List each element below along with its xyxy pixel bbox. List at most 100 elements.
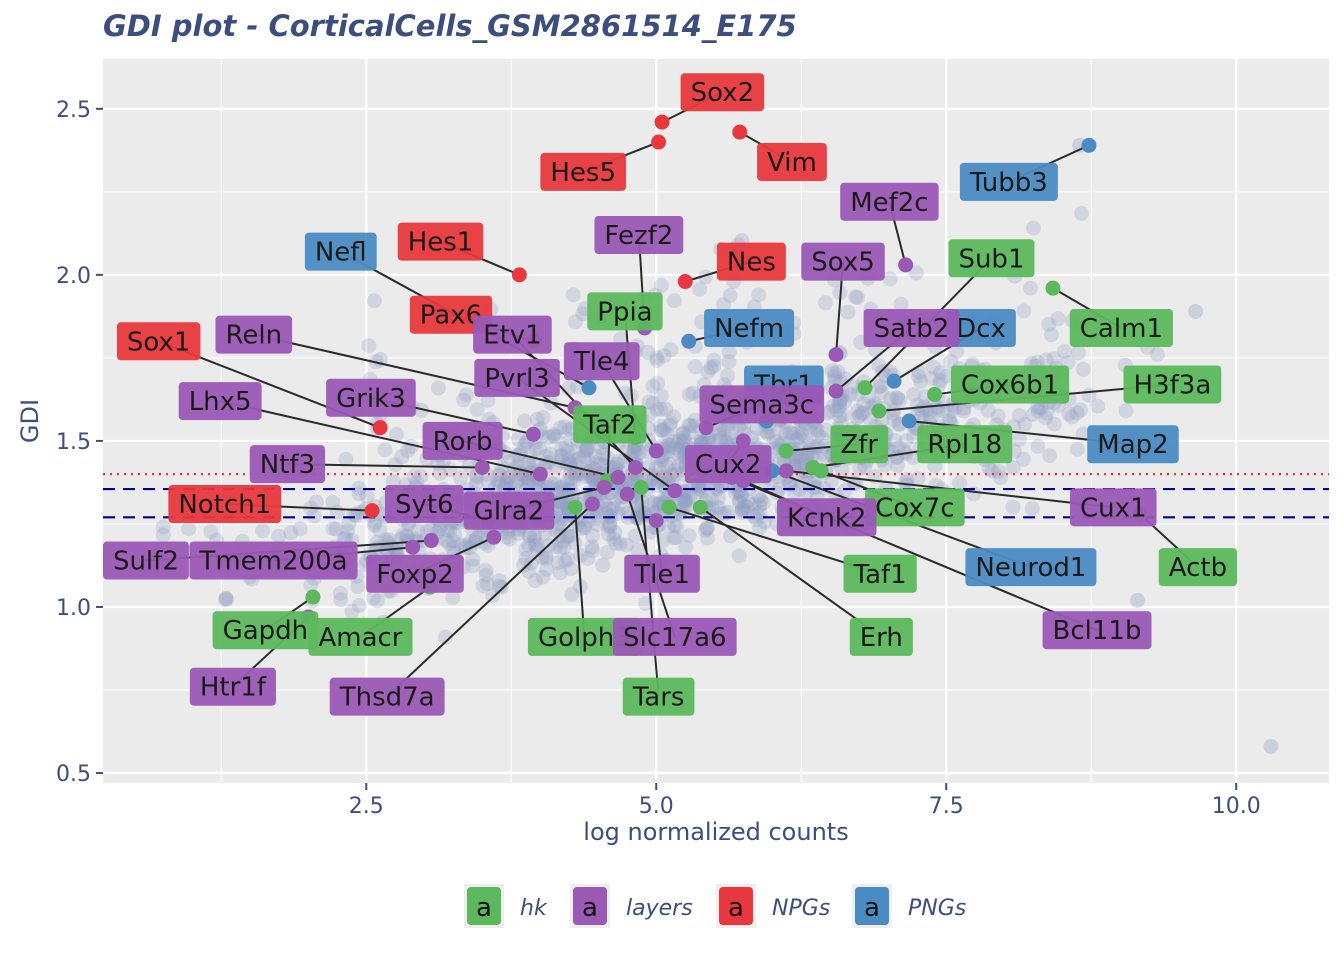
background-point: [646, 495, 662, 511]
background-point: [818, 295, 833, 311]
background-point: [447, 527, 463, 543]
background-point: [388, 427, 404, 442]
gene-point-zfr: [778, 443, 794, 459]
gene-point-tars: [633, 479, 649, 495]
gene-label-text: Ntf3: [260, 450, 315, 480]
gene-label-text: Thsd7a: [339, 683, 435, 713]
legend-label: layers: [626, 896, 693, 921]
gene-label-box: [422, 421, 503, 460]
background-point: [933, 372, 948, 388]
background-point: [506, 479, 522, 495]
gene-label-mef2c: Mef2c: [840, 182, 939, 221]
gene-label-box: [215, 315, 293, 354]
background-point: [704, 492, 720, 507]
background-point: [442, 523, 457, 539]
background-point: [562, 528, 578, 544]
background-point: [465, 551, 481, 567]
gene-label-box: [397, 222, 484, 261]
gene-label-box: [474, 358, 560, 397]
legend-key-glyph: a: [476, 893, 492, 923]
background-point: [990, 408, 1006, 424]
background-point: [585, 528, 601, 544]
background-point: [542, 446, 558, 462]
gene-label-box: [716, 242, 786, 281]
background-point: [766, 433, 782, 449]
background-point: [681, 425, 697, 441]
background-point: [155, 527, 171, 543]
background-point: [700, 431, 716, 447]
connector-thsd7a: [386, 503, 594, 698]
background-point: [538, 551, 554, 567]
background-point: [850, 290, 865, 305]
background-point: [650, 475, 666, 491]
gene-point-ntf3: [474, 459, 490, 475]
background-point: [739, 499, 755, 515]
background-point: [556, 501, 572, 517]
gene-label-erh: Erh: [849, 617, 913, 656]
background-point: [713, 430, 729, 446]
gene-label-ntf3: Ntf3: [249, 445, 326, 484]
gene-label-box: [304, 232, 377, 271]
background-point: [1069, 405, 1085, 421]
legend-key-glyph: a: [728, 893, 744, 923]
background-point: [1118, 403, 1134, 419]
background-point: [679, 497, 695, 513]
gene-label-text: Gapdh: [223, 616, 309, 646]
background-point: [568, 452, 584, 468]
background-point: [887, 433, 903, 448]
background-point: [557, 419, 573, 435]
gene-label-box: [965, 548, 1097, 587]
gene-label-box: [684, 445, 772, 484]
background-point: [485, 588, 501, 604]
background-point: [498, 474, 514, 490]
background-point: [851, 408, 867, 424]
legend-label: PNGs: [908, 896, 966, 921]
background-point: [564, 470, 580, 486]
background-point: [589, 455, 605, 471]
background-point: [956, 401, 972, 417]
background-point: [770, 482, 786, 498]
gene-label-box: [249, 445, 326, 484]
gene-label-text: Rorb: [433, 427, 493, 457]
background-point: [883, 391, 899, 407]
gene-label-text: Kcnk2: [787, 503, 866, 533]
background-point: [351, 505, 367, 521]
background-point: [413, 468, 429, 484]
background-point: [601, 519, 617, 535]
background-point: [889, 450, 905, 465]
background-point: [925, 359, 941, 375]
background-point: [535, 569, 551, 585]
gene-point-gapdh: [305, 589, 321, 605]
background-point: [755, 495, 771, 511]
background-point: [618, 537, 634, 553]
background-point: [593, 440, 609, 456]
background-point: [1033, 400, 1049, 416]
background-point: [1005, 499, 1021, 515]
gene-label-box: [704, 309, 795, 348]
gene-label-text: Dcx: [956, 314, 1006, 344]
background-point: [580, 551, 596, 567]
gene-label-glra2: Glra2: [463, 491, 555, 530]
background-point: [787, 453, 802, 469]
background-point: [546, 426, 562, 442]
background-point: [500, 469, 516, 484]
gene-label-tle4: Tle4: [563, 342, 640, 381]
background-point: [632, 445, 648, 460]
gene-label-box: [587, 292, 663, 331]
background-point: [826, 398, 842, 414]
gene-label-fezf2: Fezf2: [594, 216, 684, 255]
background-point: [856, 396, 871, 412]
background-point: [575, 306, 591, 322]
background-point: [993, 470, 1009, 486]
gene-point-grik3: [525, 426, 541, 442]
background-point: [792, 481, 807, 497]
legend: a hk a layers a NPGs a PNGs: [464, 884, 966, 928]
background-point: [468, 476, 484, 492]
background-point: [532, 479, 547, 495]
background-point: [886, 412, 902, 428]
background-point: [776, 423, 792, 439]
gene-point-sema3c: [698, 420, 714, 436]
background-point: [367, 517, 383, 533]
background-point: [1025, 220, 1041, 236]
background-point: [510, 431, 526, 447]
